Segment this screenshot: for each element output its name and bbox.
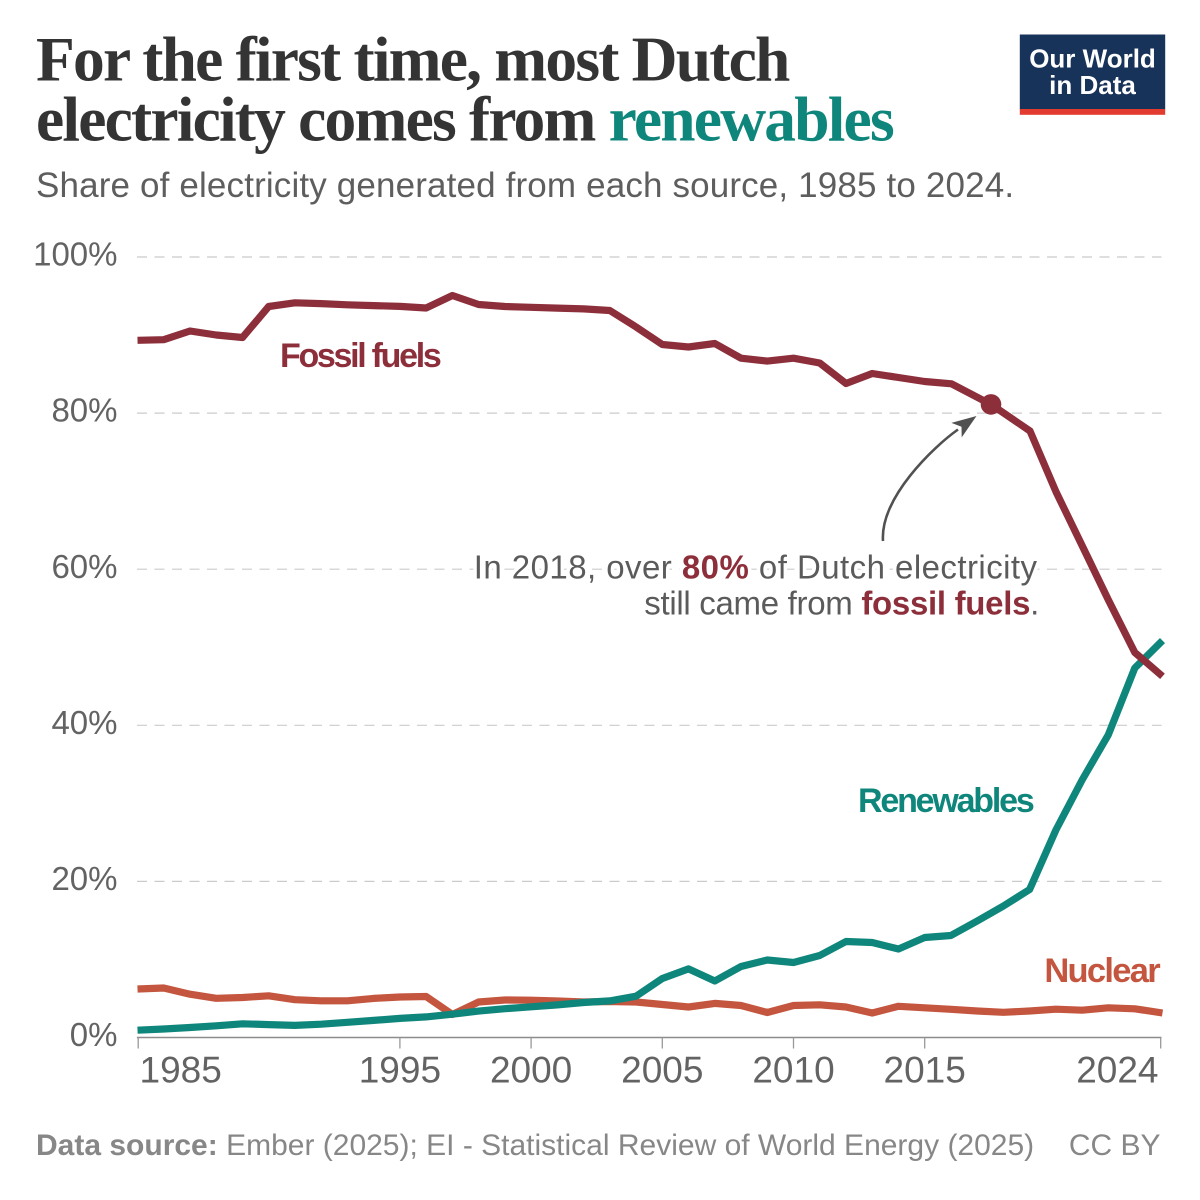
svg-text:60%: 60% bbox=[51, 548, 117, 585]
svg-text:CC BY: CC BY bbox=[1069, 1129, 1161, 1162]
svg-text:In 2018, over 80% of Dutch ele: In 2018, over 80% of Dutch electricity bbox=[474, 548, 1038, 585]
svg-text:1995: 1995 bbox=[359, 1050, 441, 1091]
svg-text:1985: 1985 bbox=[140, 1050, 222, 1091]
svg-text:Data source: Ember (2025); EI: Data source: Ember (2025); EI - Statisti… bbox=[36, 1129, 1034, 1162]
svg-text:2010: 2010 bbox=[752, 1050, 834, 1091]
svg-text:2005: 2005 bbox=[621, 1050, 703, 1091]
svg-text:For the first time, most Dutch: For the first time, most Dutch bbox=[36, 24, 790, 95]
svg-text:2015: 2015 bbox=[884, 1050, 966, 1091]
svg-text:20%: 20% bbox=[51, 860, 117, 897]
svg-text:electricity comes from renewab: electricity comes from renewables bbox=[36, 84, 894, 155]
svg-text:Share of electricity generated: Share of electricity generated from each… bbox=[36, 166, 1014, 205]
svg-text:Renewables: Renewables bbox=[858, 782, 1034, 820]
svg-text:Fossil fuels: Fossil fuels bbox=[280, 337, 441, 375]
svg-text:in Data: in Data bbox=[1049, 70, 1136, 100]
svg-text:still came from fossil fuels.: still came from fossil fuels. bbox=[644, 585, 1039, 622]
svg-text:40%: 40% bbox=[51, 704, 117, 741]
svg-text:100%: 100% bbox=[33, 236, 117, 273]
svg-text:Our World: Our World bbox=[1029, 44, 1156, 74]
svg-text:2000: 2000 bbox=[490, 1050, 572, 1091]
svg-text:0%: 0% bbox=[70, 1016, 118, 1053]
svg-text:Nuclear: Nuclear bbox=[1044, 952, 1160, 990]
svg-text:80%: 80% bbox=[51, 392, 117, 429]
svg-text:2024: 2024 bbox=[1076, 1050, 1158, 1091]
